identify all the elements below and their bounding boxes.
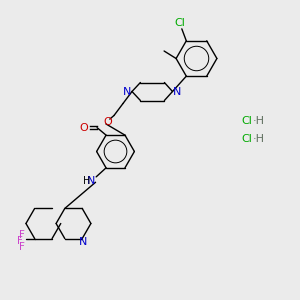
Text: N: N bbox=[123, 86, 132, 97]
Text: F: F bbox=[19, 242, 24, 252]
Text: F: F bbox=[17, 236, 22, 246]
Text: O: O bbox=[80, 123, 88, 133]
Text: Cl: Cl bbox=[242, 134, 252, 145]
Text: F: F bbox=[19, 230, 24, 240]
Text: H: H bbox=[83, 176, 91, 186]
Text: N: N bbox=[79, 238, 87, 248]
Text: Cl: Cl bbox=[242, 116, 252, 127]
Text: N: N bbox=[173, 86, 181, 97]
Text: O: O bbox=[103, 116, 112, 127]
Text: ·H: ·H bbox=[253, 116, 265, 127]
Text: Cl: Cl bbox=[174, 18, 185, 28]
Text: ·H: ·H bbox=[253, 134, 265, 145]
Text: N: N bbox=[87, 176, 95, 186]
